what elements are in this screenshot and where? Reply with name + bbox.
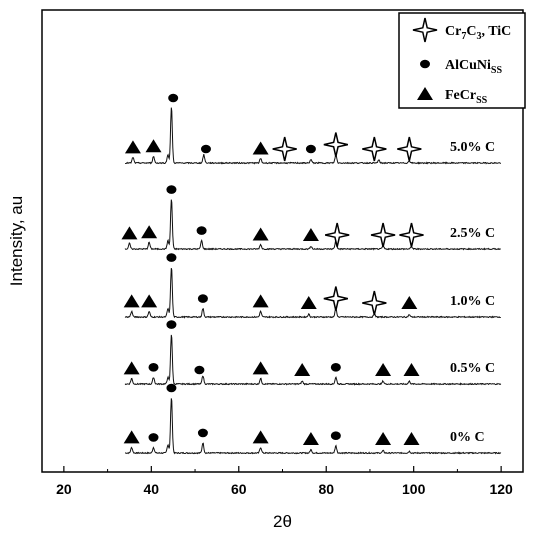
xrd-trace-line — [125, 107, 502, 165]
four-point-star-marker — [412, 17, 438, 43]
circle-marker — [168, 93, 179, 103]
circle-marker — [196, 226, 207, 235]
triangle-marker — [141, 225, 158, 239]
triangle-marker — [145, 139, 162, 153]
four-point-star-marker — [399, 222, 424, 248]
circle-marker — [166, 383, 177, 393]
axes: 2θ Intensity, au 20 40 60 80 100 120 — [7, 9, 524, 531]
four-point-star-marker — [272, 136, 297, 162]
legend-entry-label: FeCrSS — [445, 88, 488, 106]
circle-marker — [330, 362, 341, 372]
triangle-marker — [252, 141, 269, 155]
triangle-marker — [121, 226, 138, 240]
triangle-marker — [375, 363, 392, 376]
x-axis-title: 2θ — [273, 512, 292, 531]
triangle-marker — [417, 87, 433, 100]
triangle-marker — [300, 296, 317, 309]
trace-0-c: 0% C — [123, 383, 502, 455]
triangle-marker — [252, 227, 269, 241]
triangle-marker — [403, 363, 420, 376]
xrd-trace-line — [124, 199, 501, 251]
x-tick-label: 40 — [144, 481, 160, 497]
four-point-star-marker — [323, 286, 349, 311]
xrd-trace-line — [124, 334, 502, 386]
xrd-trace-line — [124, 267, 501, 319]
triangle-marker — [141, 294, 158, 308]
legend-entry-label: AlCuNiSS — [445, 58, 502, 76]
triangle-marker — [302, 228, 319, 241]
triangle-marker — [124, 140, 141, 154]
triangle-marker — [401, 296, 418, 309]
trace-label: 2.5% C — [450, 226, 495, 241]
circle-marker — [194, 365, 205, 375]
legend: Cr7C3, TiC AlCuNiSS FeCrSS — [398, 12, 526, 109]
four-point-star-marker — [362, 136, 387, 162]
circle-marker — [330, 431, 341, 441]
x-tick-label: 20 — [56, 481, 72, 497]
trace-1-0-c: 1.0% C — [123, 253, 501, 319]
legend-entry-label: Cr7C3, TiC — [445, 24, 511, 42]
triangle-marker — [252, 294, 269, 308]
triangle-marker — [294, 363, 311, 376]
circle-marker — [420, 59, 430, 69]
circle-marker — [148, 433, 159, 442]
x-tick-label: 60 — [231, 481, 247, 497]
trace-label: 0% C — [450, 430, 485, 445]
trace-label: 1.0% C — [450, 294, 495, 309]
triangle-marker — [123, 430, 140, 444]
circle-marker — [148, 362, 159, 372]
triangle-marker — [302, 432, 319, 445]
circle-marker — [197, 294, 208, 303]
plot-area: 0% C 0.5% C 1.0% C 2.5% C 5.0% C — [121, 93, 502, 455]
trace-label: 0.5% C — [450, 361, 495, 376]
four-point-star-marker — [323, 132, 349, 157]
circle-marker — [166, 253, 177, 262]
four-point-star-marker — [362, 290, 387, 316]
circle-marker — [305, 144, 316, 154]
x-tick-label: 100 — [402, 481, 426, 497]
triangle-marker — [403, 432, 420, 445]
trace-0-5-c: 0.5% C — [123, 320, 502, 386]
circle-marker — [166, 320, 177, 329]
y-axis-title: Intensity, au — [7, 196, 26, 286]
x-tick-label: 80 — [318, 481, 334, 497]
circle-marker — [166, 185, 177, 194]
four-point-star-marker — [324, 222, 350, 248]
triangle-marker — [375, 432, 392, 445]
four-point-star-marker — [397, 136, 422, 162]
triangle-marker — [252, 430, 269, 444]
xrd-trace-line — [125, 398, 502, 455]
circle-marker — [197, 428, 208, 438]
trace-label: 5.0% C — [450, 140, 495, 155]
x-tick-label: 120 — [489, 481, 513, 497]
trace-5-0-c: 5.0% C — [124, 93, 502, 165]
triangle-marker — [123, 361, 140, 375]
triangle-marker — [123, 294, 140, 308]
triangle-marker — [252, 361, 269, 375]
trace-2-5-c: 2.5% C — [121, 185, 501, 251]
four-point-star-marker — [370, 222, 396, 248]
circle-marker — [200, 144, 211, 154]
